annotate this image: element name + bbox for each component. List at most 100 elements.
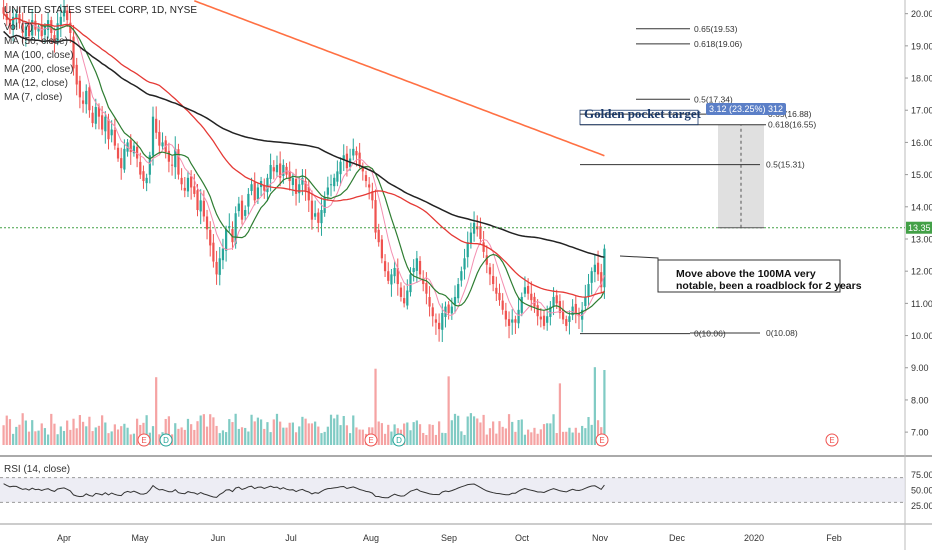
volume-bar: [59, 426, 62, 445]
legend-ma200[interactable]: MA (200, close): [4, 64, 74, 75]
legend-vol[interactable]: Vol (7): [4, 22, 33, 33]
volume-bar: [460, 431, 463, 445]
volume-bar: [132, 433, 136, 445]
volume-bar: [291, 422, 294, 445]
candle-body: [317, 212, 320, 223]
volume-bar: [8, 419, 12, 445]
price-tick-label: 17.00: [911, 106, 932, 116]
volume-bar: [196, 421, 199, 445]
candle-body: [377, 229, 380, 243]
volume-bar: [374, 368, 377, 445]
volume-bar: [406, 422, 409, 445]
volume-bar: [50, 413, 53, 445]
earnings-marker: [595, 433, 609, 447]
candle-body: [517, 309, 520, 324]
price-tick-label: 13.00: [911, 234, 932, 244]
volume-bar: [377, 421, 380, 445]
volume-bar: [85, 426, 88, 445]
price-tick-label: 11.00: [911, 299, 932, 309]
fib-level-label: 0(10.08): [766, 328, 798, 338]
volume-bar: [78, 415, 81, 445]
time-tick-label: Sep: [441, 533, 457, 543]
volume-bar: [244, 427, 247, 445]
candle-body: [368, 184, 371, 188]
volume-bar: [320, 433, 323, 445]
volume-bar: [180, 427, 183, 445]
candle-body: [437, 322, 441, 330]
candle-body: [507, 319, 511, 326]
candle-body: [571, 306, 574, 316]
candle-body: [116, 147, 120, 159]
fib-level-label: 0.5(17.34): [694, 94, 733, 104]
candle-body: [533, 296, 536, 307]
volume-bar: [542, 424, 546, 445]
current-price-badge: [906, 221, 932, 234]
event-marker-letter: E: [599, 436, 604, 445]
volume-bar: [97, 425, 101, 445]
volume-bar: [94, 427, 97, 445]
volume-bar: [565, 431, 568, 445]
volume-bar: [568, 427, 571, 445]
candle-body: [59, 16, 62, 27]
rsi-legend[interactable]: RSI (14, close): [4, 464, 71, 475]
candle-body: [120, 158, 123, 169]
candle-body: [123, 148, 126, 170]
volume-bar: [501, 426, 504, 445]
candle-body: [488, 267, 492, 275]
candle-body: [8, 19, 12, 27]
candle-body: [2, 7, 5, 14]
volume-bar: [259, 419, 263, 445]
volume-bar: [294, 432, 298, 445]
volume-bar: [155, 377, 158, 445]
candle-body: [450, 306, 453, 314]
candle-body: [530, 293, 533, 301]
volume-bar: [517, 420, 520, 445]
golden-pocket-label: Golden pocket target: [584, 106, 701, 121]
volume-bar: [12, 433, 15, 445]
volume-bar: [358, 429, 361, 445]
candle-body: [415, 258, 418, 271]
candle-body: [135, 146, 139, 159]
volume-bar: [37, 430, 40, 445]
volume-bar: [167, 416, 171, 445]
volume-bar: [444, 433, 447, 445]
candle-body: [85, 90, 88, 105]
time-tick-label: Aug: [363, 533, 379, 543]
volume-bar: [434, 434, 438, 445]
volume-bar: [221, 430, 225, 445]
legend-ma100[interactable]: MA (100, close): [4, 50, 74, 61]
legend-ma12[interactable]: MA (12, close): [4, 78, 68, 89]
fib-level-label: 0.65(16.88): [768, 109, 812, 119]
candle-body: [409, 274, 412, 293]
candle-body: [466, 242, 469, 258]
price-tick-label: 18.00: [911, 74, 932, 84]
volume-bar: [110, 431, 113, 445]
volume-bar: [457, 415, 460, 445]
volume-bar: [383, 433, 387, 445]
candle-body: [250, 184, 253, 192]
candle-body: [463, 258, 466, 270]
volume-bar: [511, 421, 514, 445]
volume-bar: [492, 421, 495, 445]
legend-ma50[interactable]: MA (50, close): [4, 36, 68, 47]
price-tick-label: 16.00: [911, 138, 932, 148]
volume-bar: [282, 427, 285, 445]
candle-body: [196, 190, 199, 211]
volume-bar: [355, 427, 358, 445]
dividend-marker: [159, 433, 173, 447]
volume-bar: [15, 426, 18, 445]
candle-body: [444, 306, 447, 317]
candle-body: [542, 315, 546, 326]
price-tick-label: 20.00: [911, 9, 932, 19]
candle-body: [34, 20, 37, 30]
candle-body: [498, 292, 501, 301]
legend-ma7[interactable]: MA (7, close): [4, 92, 63, 103]
symbol-title[interactable]: UNITED STATES STEEL CORP, 1D, NYSE: [4, 5, 198, 16]
candle-body: [323, 197, 326, 214]
volume-bar: [34, 431, 37, 445]
volume-bar: [317, 426, 320, 445]
candle-body: [593, 264, 596, 273]
volume-bar: [237, 428, 240, 445]
volume-bar: [533, 427, 536, 445]
